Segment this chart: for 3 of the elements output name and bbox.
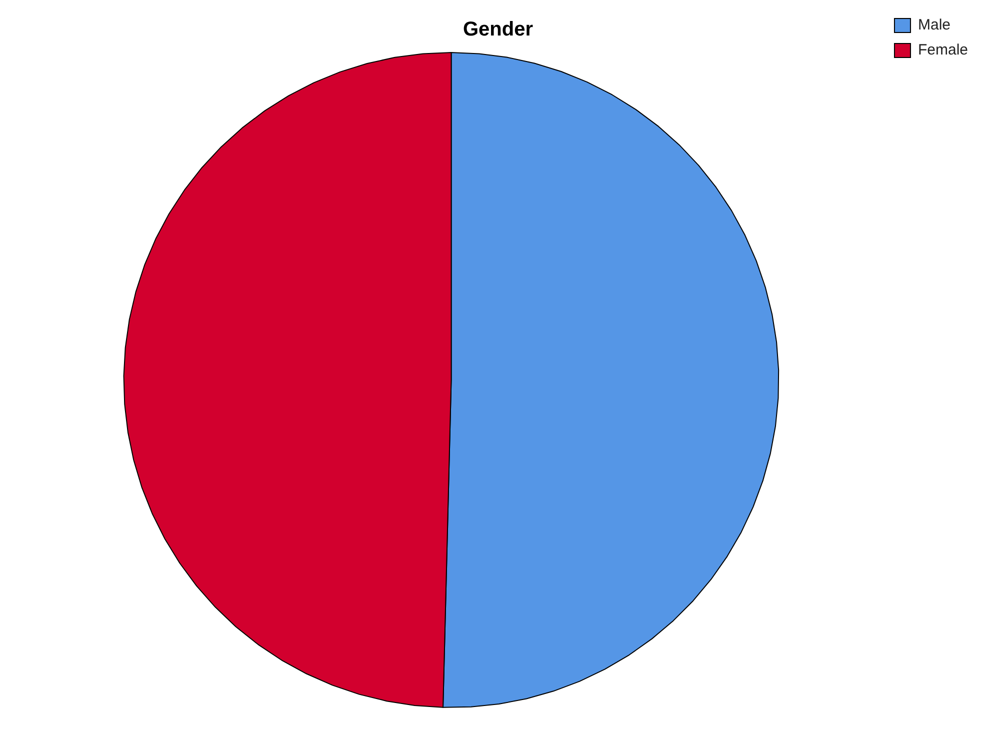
- legend-label: Female: [918, 42, 968, 59]
- chart-title: Gender: [462, 18, 534, 41]
- legend-label: Male: [918, 16, 950, 34]
